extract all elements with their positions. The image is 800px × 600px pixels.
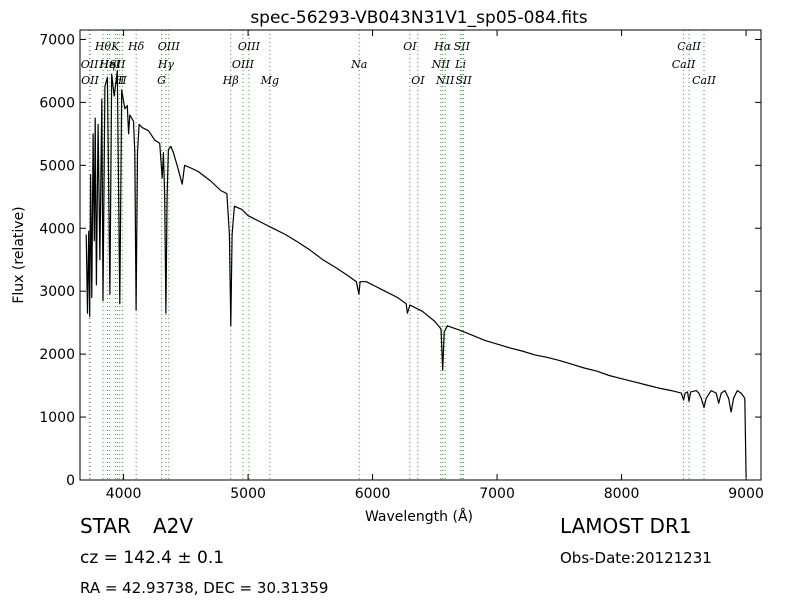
object-subclass: A2V [152, 514, 194, 538]
observation-date: Obs-Date:20121231 [560, 549, 712, 567]
marker-label-1: OII [81, 74, 99, 87]
marker-label-25: SII [455, 74, 472, 87]
y-tick-label-0: 0 [66, 473, 75, 489]
marker-label-27: CaII [677, 40, 701, 53]
marker-label-6: SII [109, 58, 126, 71]
marker-label-21: Hα [433, 40, 452, 53]
marker-label-14: OIII [232, 58, 255, 71]
marker-label-5: K [110, 40, 120, 53]
marker-label-19: OI [411, 74, 425, 87]
redshift-readout: cz = 142.4 ± 0.1 [80, 548, 225, 568]
marker-label-11: Hγ [157, 58, 175, 71]
y-tick-label-1: 1000 [39, 410, 75, 426]
y-tick-label-2: 2000 [39, 347, 75, 363]
coordinates-readout: RA = 42.93738, DEC = 30.31359 [80, 579, 329, 597]
marker-label-22: NII [435, 74, 455, 87]
marker-label-4: HeI [99, 58, 121, 71]
marker-label-17: Na [350, 58, 367, 71]
survey-name: LAMOST DR1 [560, 514, 692, 538]
y-tick-label-7: 7000 [39, 32, 75, 48]
marker-label-8: II [117, 74, 127, 87]
x-tick-label-3: 7000 [479, 486, 515, 502]
x-axis: 4000 5000 6000 7000 8000 9000 [106, 30, 764, 502]
y-tick-label-3: 3000 [39, 284, 75, 300]
plot-frame [79, 29, 762, 481]
x-tick-label-2: 6000 [355, 486, 391, 502]
marker-label-7: H [114, 74, 125, 87]
marker-label-28: CaII [692, 74, 716, 87]
chart-title: spec-56293-VB043N31V1_sp05-084.fits [250, 8, 587, 28]
x-axis-label: Wavelength (Å) [365, 508, 473, 525]
x-tick-label-5: 9000 [728, 486, 764, 502]
y-axis-label: Flux (relative) [11, 206, 27, 303]
marker-label-9: Hδ [127, 40, 145, 53]
marker-label-23: Li [454, 58, 466, 71]
marker-label-24: SII [454, 40, 471, 53]
x-tick-label-1: 5000 [230, 486, 266, 502]
y-tick-label-6: 6000 [39, 95, 75, 111]
y-axis: 0 1000 2000 3000 4000 5000 6000 7000 [39, 32, 761, 489]
spectrum-line-0 [85, 70, 747, 477]
marker-label-12: OIII [158, 40, 181, 53]
object-class-label: STAR [80, 514, 131, 538]
marker-label-0: OII [81, 58, 99, 71]
marker-label-26: CaII [672, 58, 696, 71]
x-tick-label-0: 4000 [106, 486, 142, 502]
spectrum-series [85, 70, 747, 477]
marker-label-15: OIII [238, 40, 261, 53]
marker-label-20: NII [431, 58, 451, 71]
y-tick-label-4: 4000 [39, 221, 75, 237]
marker-label-2: Hθ [94, 40, 112, 53]
marker-label-16: Mg [260, 74, 279, 87]
y-tick-label-5: 5000 [39, 158, 75, 174]
marker-label-10: G [157, 74, 166, 87]
x-tick-label-4: 8000 [604, 486, 640, 502]
marker-label-3: Hη [98, 58, 116, 71]
object-class: STAR A2V [80, 514, 193, 538]
marker-label-18: OI [403, 40, 417, 53]
marker-label-13: Hβ [222, 74, 239, 87]
